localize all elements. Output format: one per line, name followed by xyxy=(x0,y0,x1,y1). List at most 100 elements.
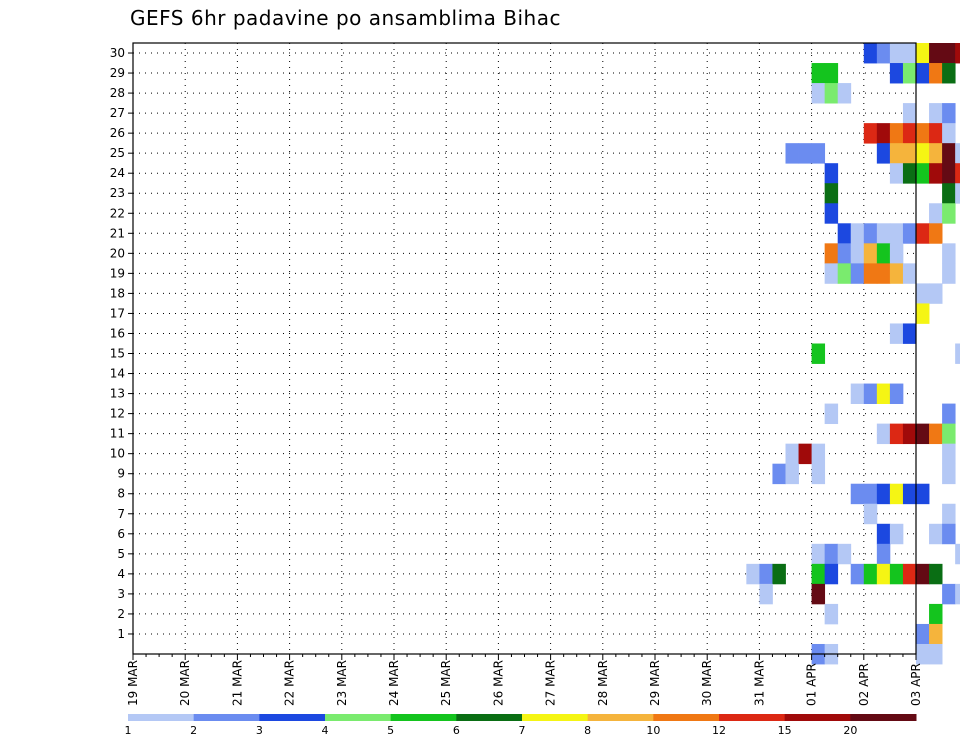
heatmap-cell xyxy=(942,423,956,445)
heatmap-cell xyxy=(837,543,852,565)
legend-swatch xyxy=(850,714,917,721)
heatmap-cell xyxy=(824,183,839,204)
y-tick-label: 15 xyxy=(110,347,125,361)
legend-label: 4 xyxy=(322,724,329,737)
heatmap-cell xyxy=(929,123,943,144)
heatmap-cell xyxy=(942,403,956,425)
heatmap-cell xyxy=(929,283,943,304)
x-tick-label: 02 APR xyxy=(857,663,871,706)
heatmap-cell xyxy=(889,563,904,585)
y-tick-label: 5 xyxy=(117,547,125,561)
y-tick-label: 12 xyxy=(110,407,125,421)
heatmap-cell xyxy=(850,483,865,505)
heatmap-cell xyxy=(916,43,930,64)
y-tick-label: 25 xyxy=(110,146,125,160)
heatmap-cell xyxy=(916,163,930,184)
x-tick-label: 21 MAR xyxy=(230,660,244,706)
heatmap-cell xyxy=(746,563,760,585)
heatmap-cell xyxy=(889,43,904,64)
y-tick-label: 3 xyxy=(117,587,125,601)
heatmap-cell xyxy=(916,563,930,585)
x-tick-label: 23 MAR xyxy=(335,660,349,706)
heatmap-cell xyxy=(824,243,839,264)
heatmap-cell xyxy=(929,523,943,545)
heatmap-cell xyxy=(876,223,891,244)
heatmap-cell xyxy=(876,423,891,445)
heatmap-cell xyxy=(824,603,839,625)
y-tick-label: 9 xyxy=(117,467,125,481)
y-tick-label: 7 xyxy=(117,507,125,521)
heatmap-cell xyxy=(824,543,839,565)
heatmap-cell xyxy=(863,563,878,585)
y-tick-label: 22 xyxy=(110,206,125,220)
heatmap-cells xyxy=(746,43,960,665)
heatmap-cell xyxy=(929,143,943,164)
heatmap-cell xyxy=(902,263,917,284)
heatmap-cell xyxy=(916,643,930,665)
y-tick-label: 17 xyxy=(110,306,125,320)
y-tick-label: 18 xyxy=(110,286,125,300)
heatmap-cell xyxy=(850,383,865,404)
heatmap-cell xyxy=(942,523,956,545)
heatmap-cell xyxy=(929,643,943,665)
x-tick-label: 25 MAR xyxy=(439,660,453,706)
x-tick-label: 24 MAR xyxy=(387,660,401,706)
x-tick-label: 03 APR xyxy=(909,663,923,706)
y-tick-label: 14 xyxy=(110,367,125,381)
heatmap-cell xyxy=(811,343,826,364)
heatmap-cell xyxy=(929,223,943,244)
heatmap-cell xyxy=(876,263,891,284)
y-tick-label: 16 xyxy=(110,326,125,340)
heatmap-cell xyxy=(942,203,956,224)
heatmap-cell xyxy=(916,223,930,244)
heatmap-cell xyxy=(850,263,865,284)
plot-frame xyxy=(132,42,917,655)
y-tick-label: 28 xyxy=(110,86,125,100)
heatmap-cell xyxy=(876,563,891,585)
heatmap-cell xyxy=(955,543,960,565)
heatmap-cell xyxy=(955,163,960,184)
legend-label: 1 xyxy=(125,724,132,737)
y-tick-label: 29 xyxy=(110,66,125,80)
heatmap-cell xyxy=(824,563,839,585)
y-tick-label: 10 xyxy=(110,447,125,461)
heatmap-cell xyxy=(863,243,878,264)
legend-swatch xyxy=(653,714,720,721)
heatmap-cell xyxy=(942,63,956,84)
heatmap-cell xyxy=(772,563,786,585)
heatmap-cell xyxy=(942,103,956,124)
heatmap-cell xyxy=(811,83,826,104)
heatmap-cell xyxy=(889,123,904,144)
x-tick-label: 26 MAR xyxy=(491,660,505,706)
heatmap-cell xyxy=(863,43,878,64)
heatmap-cell xyxy=(955,183,960,204)
legend-label: 20 xyxy=(843,724,857,737)
x-tick-label: 31 MAR xyxy=(752,660,766,706)
heatmap-cell xyxy=(902,483,917,505)
heatmap-cell xyxy=(811,543,826,565)
heatmap-cell xyxy=(955,143,960,164)
heatmap-cell xyxy=(876,143,891,164)
heatmap-cell xyxy=(876,383,891,404)
heatmap-cell xyxy=(863,503,878,525)
heatmap-cell xyxy=(942,503,956,525)
y-tick-label: 13 xyxy=(110,387,125,401)
heatmap-cell xyxy=(850,243,865,264)
legend-swatch xyxy=(325,714,392,721)
heatmap-cell xyxy=(798,443,812,465)
heatmap-cell xyxy=(876,483,891,505)
heatmap-cell xyxy=(929,203,943,224)
heatmap-cell xyxy=(811,563,826,585)
heatmap-cell xyxy=(876,523,891,545)
y-tick-label: 26 xyxy=(110,126,125,140)
y-tick-label: 1 xyxy=(117,627,125,641)
y-tick-label: 11 xyxy=(110,427,125,441)
x-tick-label: 20 MAR xyxy=(178,660,192,706)
heatmap-cell xyxy=(772,463,786,485)
heatmap-cell xyxy=(942,443,956,465)
y-tick-label: 30 xyxy=(110,46,125,60)
heatmap-cell xyxy=(916,423,930,445)
heatmap-cell xyxy=(929,623,943,645)
legend-swatch xyxy=(784,714,851,721)
heatmap-cell xyxy=(837,243,852,264)
